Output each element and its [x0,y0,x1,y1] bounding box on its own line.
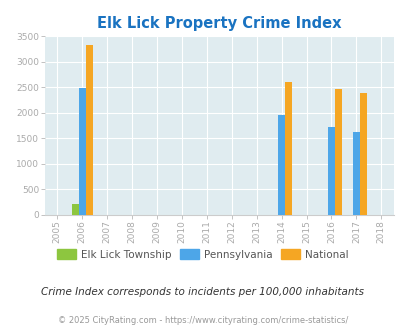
Title: Elk Lick Property Crime Index: Elk Lick Property Crime Index [97,16,341,31]
Bar [359,93,366,214]
Bar [277,115,284,214]
Bar [327,127,334,214]
Bar [284,82,291,214]
Bar [334,89,341,214]
Bar [79,88,85,214]
Legend: Elk Lick Township, Pennsylvania, National: Elk Lick Township, Pennsylvania, Nationa… [53,245,352,264]
Text: Crime Index corresponds to incidents per 100,000 inhabitants: Crime Index corresponds to incidents per… [41,287,364,297]
Text: © 2025 CityRating.com - https://www.cityrating.com/crime-statistics/: © 2025 CityRating.com - https://www.city… [58,316,347,325]
Bar [85,45,92,214]
Bar [71,204,79,215]
Bar [352,132,359,214]
